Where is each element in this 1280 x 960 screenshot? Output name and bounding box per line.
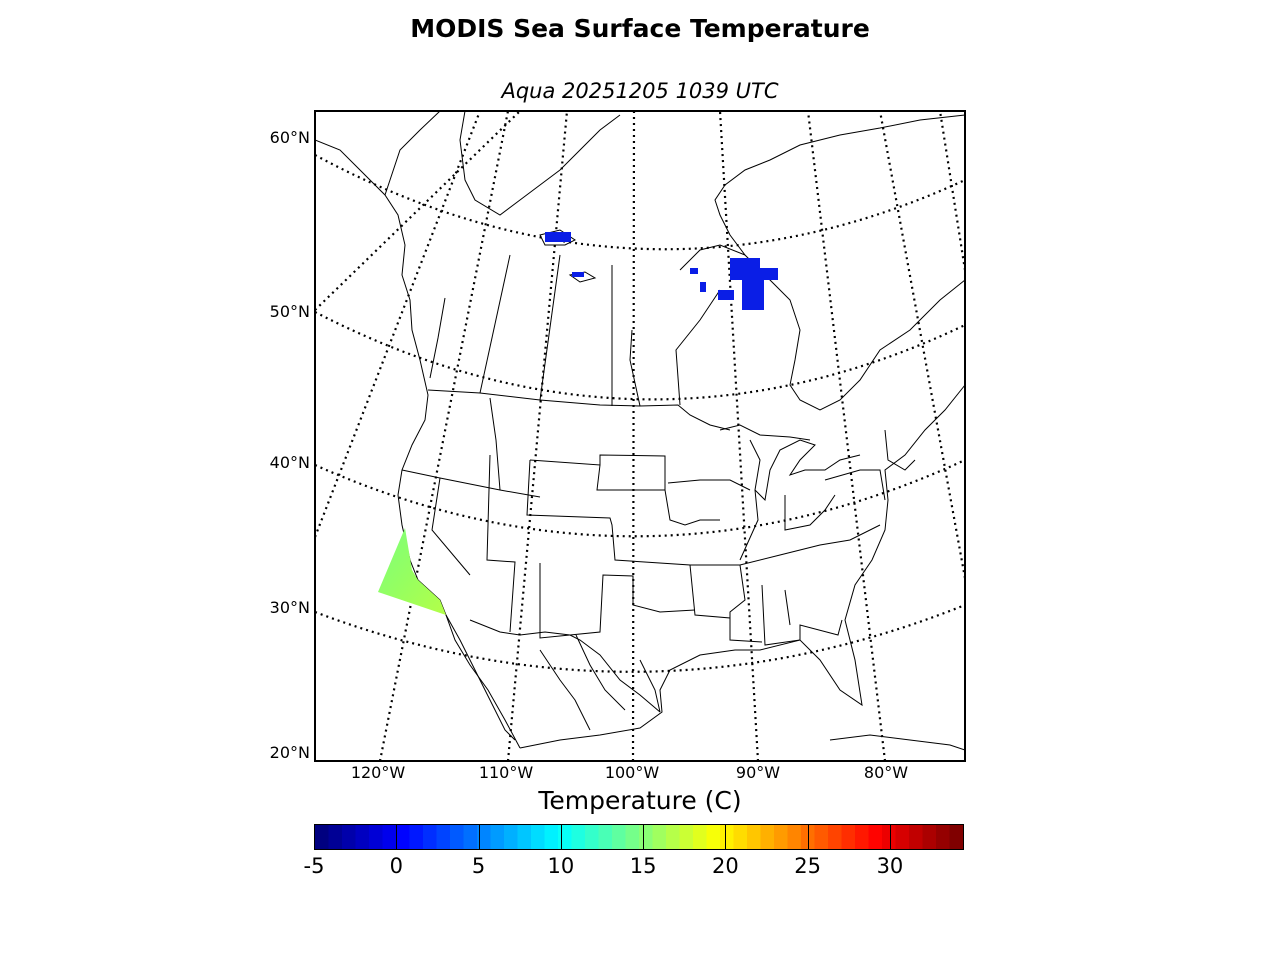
lat-label-60n: 60°N: [269, 128, 310, 147]
colorbar-tick-label: 10: [547, 854, 575, 878]
colorbar-tick-mark: [560, 824, 562, 850]
lon-label-110w: 110°W: [478, 763, 534, 782]
chart-subtitle: Aqua 20251205 1039 UTC: [501, 79, 779, 103]
colorbar: [314, 824, 964, 850]
lat-label-20n: 20°N: [269, 743, 310, 762]
chart-title: MODIS Sea Surface Temperature: [410, 14, 870, 43]
lon-label-120w: 120°W: [350, 763, 406, 782]
parallels: [315, 154, 965, 673]
colorbar-tick-mark: [314, 824, 315, 850]
colorbar-tick-label: 0: [389, 854, 403, 878]
colorbar-tick-mark: [478, 824, 480, 850]
colorbar-tick-mark: [889, 824, 891, 850]
colorbar-tick-mark: [725, 824, 727, 850]
colorbar-tick-label: 5: [471, 854, 486, 878]
lat-label-40n: 40°N: [269, 453, 310, 472]
colorbar-label: Temperature (C): [538, 786, 742, 815]
borders: [401, 254, 916, 731]
coastlines: [315, 111, 965, 751]
lat-label-30n: 30°N: [269, 598, 310, 617]
map-background: [315, 111, 965, 761]
lat-label-50n: 50°N: [269, 302, 310, 321]
colorbar-tick-label: 25: [794, 854, 822, 878]
colorbar-tick-mark: [396, 824, 398, 850]
colorbar-tick-label: -5: [303, 854, 325, 878]
colorbar-tick-mark: [643, 824, 645, 850]
colorbar-tick-mark: [807, 824, 809, 850]
lon-label-100w: 100°W: [604, 763, 660, 782]
colorbar-tick-label: 30: [876, 854, 904, 878]
lon-label-80w: 80°W: [863, 763, 909, 782]
map-frame: [314, 110, 966, 762]
meridians: [315, 111, 965, 761]
colorbar-tick-label: 20: [712, 854, 739, 878]
colorbar-tick-label: 15: [629, 854, 657, 878]
lon-label-90w: 90°W: [735, 763, 781, 782]
sst-data: [378, 232, 778, 615]
